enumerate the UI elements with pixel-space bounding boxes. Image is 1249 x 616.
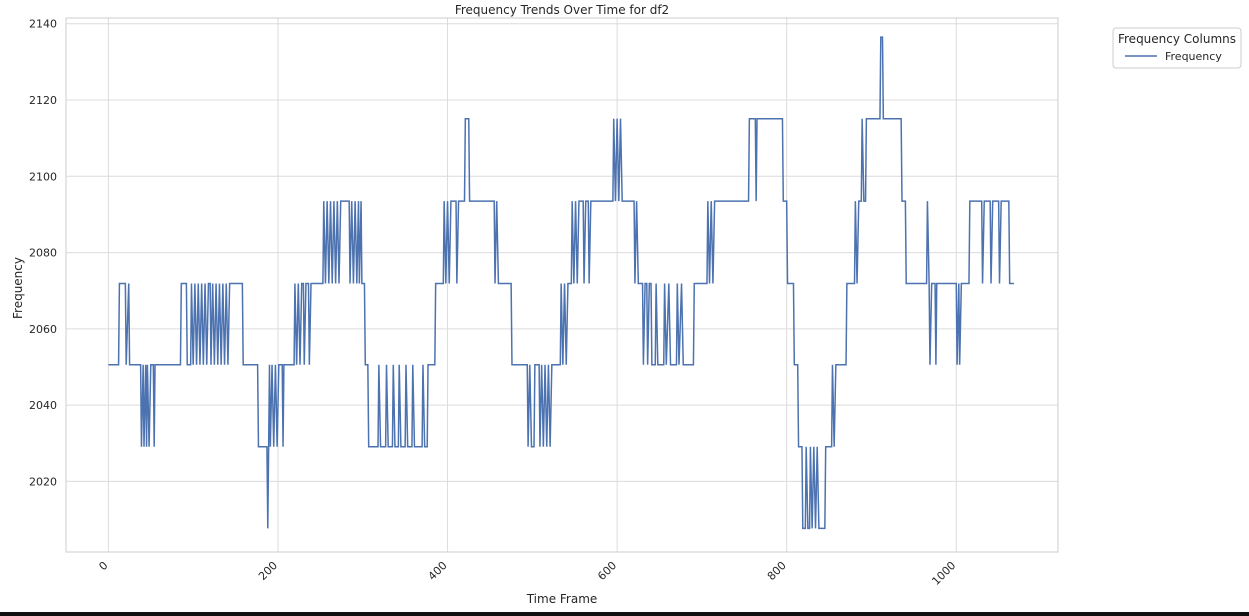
legend: Frequency Columns Frequency [1112, 27, 1242, 69]
legend-title: Frequency Columns [1118, 32, 1236, 46]
x-axis-label: Time Frame [526, 592, 598, 606]
y-tick-label: 2060 [29, 323, 57, 336]
y-tick-label: 2020 [29, 475, 57, 488]
chart-title: Frequency Trends Over Time for df2 [455, 3, 669, 17]
grid-lines [66, 18, 1058, 552]
series-line-frequency [108, 36, 1014, 530]
window-bottom-border [0, 612, 1249, 616]
legend-box [1112, 27, 1242, 69]
y-tick-label: 2120 [29, 94, 57, 107]
y-axis-label: Frequency [11, 257, 25, 319]
plot-frame [65, 17, 1059, 553]
y-tick-label: 2100 [29, 170, 57, 183]
legend-entry-frequency: Frequency [1165, 50, 1222, 63]
y-tick-label: 2140 [29, 18, 57, 31]
y-tick-labels: 2020 2040 2060 2080 2100 2120 2140 [29, 18, 57, 489]
series-layer [108, 36, 1014, 530]
y-tick-label: 2080 [29, 247, 57, 260]
y-tick-label: 2040 [29, 399, 57, 412]
